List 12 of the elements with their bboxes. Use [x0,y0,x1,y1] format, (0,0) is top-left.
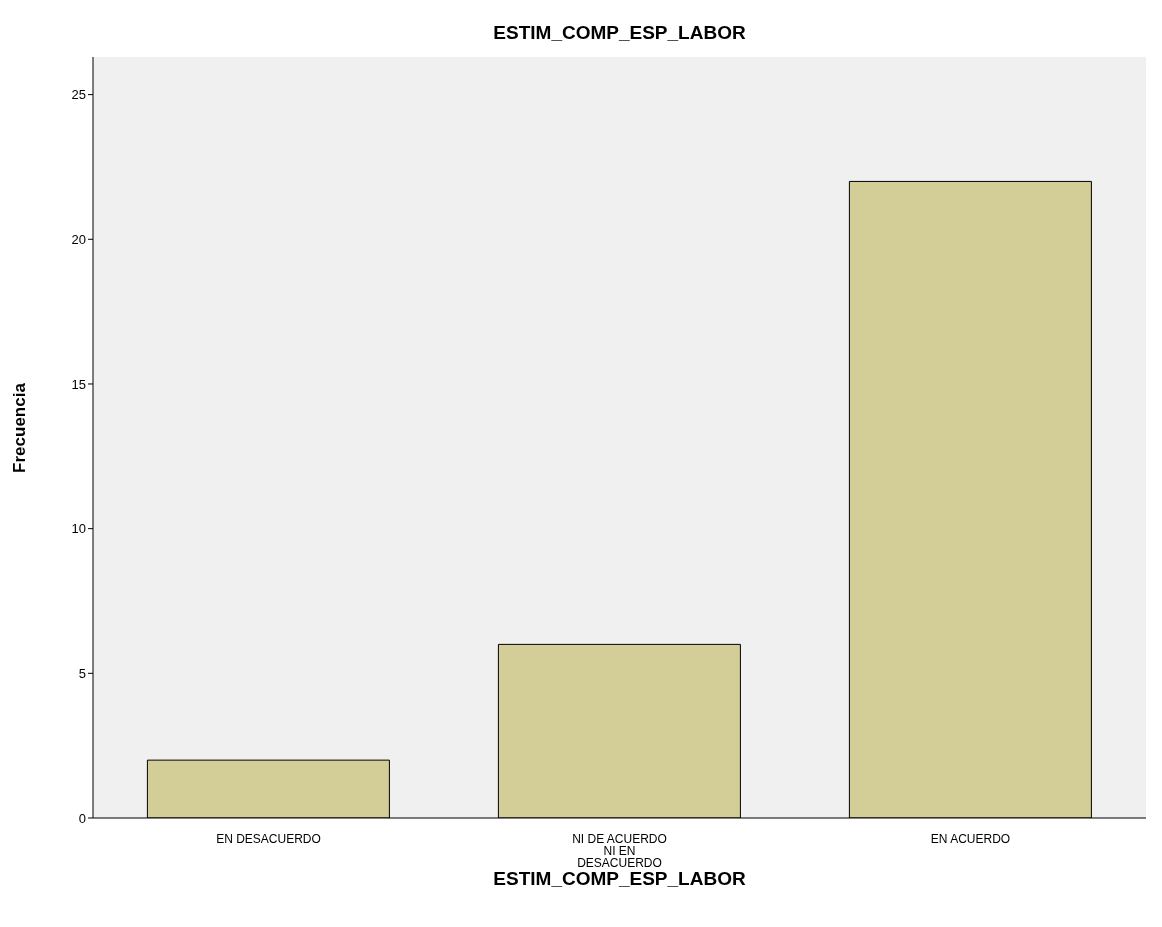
y-tick-label: 20 [71,231,86,247]
y-tick-label: 0 [78,810,86,826]
y-tick-label: 15 [71,376,86,392]
x-axis-title: ESTIM_COMP_ESP_LABOR [492,868,747,890]
x-tick-label: EN ACUERDO [930,831,1011,846]
x-tick-label: NI DE ACUERDO NI EN DESACUERDO [572,831,667,870]
chart-title: ESTIM_COMP_ESP_LABOR [492,22,747,44]
x-tick-label: EN DESACUERDO [216,831,321,846]
y-tick-label: 5 [78,665,86,681]
y-axis-title: Frecuencia [10,383,30,473]
y-tick-label: 10 [71,521,86,537]
y-tick-label: 25 [71,87,86,103]
